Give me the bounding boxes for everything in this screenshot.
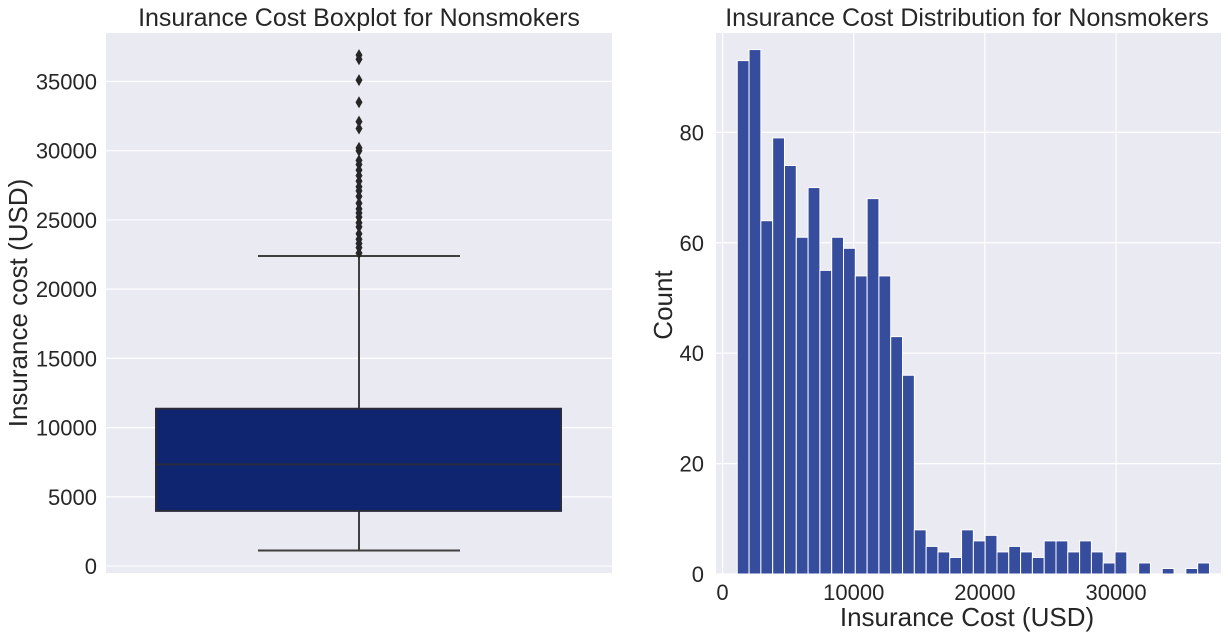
histogram-bar [937, 551, 951, 575]
histogram-y-tick-labels: 0 20 40 60 80 [680, 120, 704, 587]
boxplot-y-tick-label: 10000 [36, 416, 97, 441]
histogram-bar [1043, 540, 1057, 575]
boxplot-panel: 0 5000 10000 15000 20000 25000 30000 35000 Insu… [3, 4, 612, 579]
boxplot-y-tick-label: 0 [85, 554, 97, 579]
histogram-bar [748, 49, 762, 575]
boxplot-outlier-point [355, 227, 363, 240]
histogram-bar [996, 551, 1010, 575]
histogram-title: Insurance Cost Distribution for Nonsmoke… [725, 4, 1209, 32]
histogram-bars [736, 49, 1210, 575]
histogram-bar [1197, 562, 1210, 575]
histogram-bar [972, 540, 986, 575]
histogram-x-tick-label: 0 [716, 580, 728, 605]
histogram-y-tick-label: 0 [692, 562, 704, 587]
boxplot-box [155, 407, 562, 512]
histogram-bar [783, 164, 797, 575]
boxplot-outlier-point [355, 115, 363, 128]
histogram-bar [878, 275, 892, 575]
boxplot-title: Insurance Cost Boxplot for Nonsmokers [138, 4, 580, 32]
histogram-x-tick-label: 30000 [1085, 580, 1146, 605]
histogram-bar [760, 220, 774, 575]
histogram-bar [1102, 562, 1116, 575]
boxplot-outlier-point [355, 197, 363, 210]
histogram-bar [1161, 567, 1175, 575]
histogram-panel: 0 10000 20000 30000 0 20 40 60 80 Insurance Cos… [648, 4, 1221, 632]
boxplot-y-tick-label: 20000 [36, 277, 97, 302]
histogram-bar [913, 529, 927, 575]
histogram-bar [1031, 556, 1045, 575]
histogram-bar [925, 545, 939, 575]
boxplot-outlier-point [355, 74, 363, 87]
boxplot-y-tick-labels: 0 5000 10000 15000 20000 25000 30000 35000 [36, 69, 97, 579]
histogram-bar [1020, 551, 1033, 575]
boxplot-y-tick-label: 5000 [48, 485, 97, 510]
boxplot-outlier-point [355, 122, 363, 135]
boxplot-marks [155, 49, 562, 552]
histogram-bar [1185, 567, 1199, 575]
histogram-y-tick-label: 60 [680, 231, 704, 256]
boxplot-y-tick-label: 15000 [36, 346, 97, 371]
boxplot-outlier-point [355, 96, 363, 109]
boxplot-y-tick-label: 35000 [36, 69, 97, 94]
histogram-bar [1067, 551, 1081, 575]
histogram-y-tick-label: 80 [680, 120, 704, 145]
histogram-y-tick-label: 20 [680, 452, 704, 477]
boxplot-y-tick-label: 25000 [36, 208, 97, 233]
histogram-bar [843, 247, 856, 575]
histogram-bar [1055, 540, 1069, 575]
histogram-bar [866, 198, 880, 575]
boxplot-y-tick-label: 30000 [36, 139, 97, 164]
boxplot-outlier-point [355, 49, 363, 62]
boxplot-outlier-point [355, 154, 363, 167]
histogram-x-tick-label: 20000 [954, 580, 1015, 605]
histogram-x-tick-labels: 0 10000 20000 30000 [716, 580, 1146, 605]
histogram-bar [772, 137, 785, 575]
histogram-y-axis-label: Count [648, 270, 678, 340]
histogram-y-tick-label: 40 [680, 341, 704, 366]
histogram-bar [890, 336, 904, 575]
histogram-bar [854, 275, 868, 575]
boxplot-outlier-point [355, 141, 363, 154]
histogram-bar [984, 534, 998, 575]
histogram-bar [807, 187, 821, 575]
boxplot-y-axis-label: Insurance cost (USD) [3, 179, 33, 428]
histogram-bar [795, 236, 809, 575]
histogram-bar [902, 374, 915, 575]
histogram-bar [831, 236, 845, 575]
histogram-bar [1079, 540, 1092, 575]
histogram-bar [819, 269, 833, 575]
histogram-bar [1138, 562, 1151, 575]
histogram-bar [1090, 551, 1104, 575]
histogram-bar [961, 529, 974, 575]
histogram-bar [1008, 545, 1022, 575]
histogram-x-tick-label: 10000 [823, 580, 884, 605]
histogram-bar [949, 556, 963, 575]
histogram-bar [1114, 551, 1128, 575]
histogram-x-axis-label: Insurance Cost (USD) [840, 602, 1094, 632]
histogram-bar [736, 60, 750, 575]
